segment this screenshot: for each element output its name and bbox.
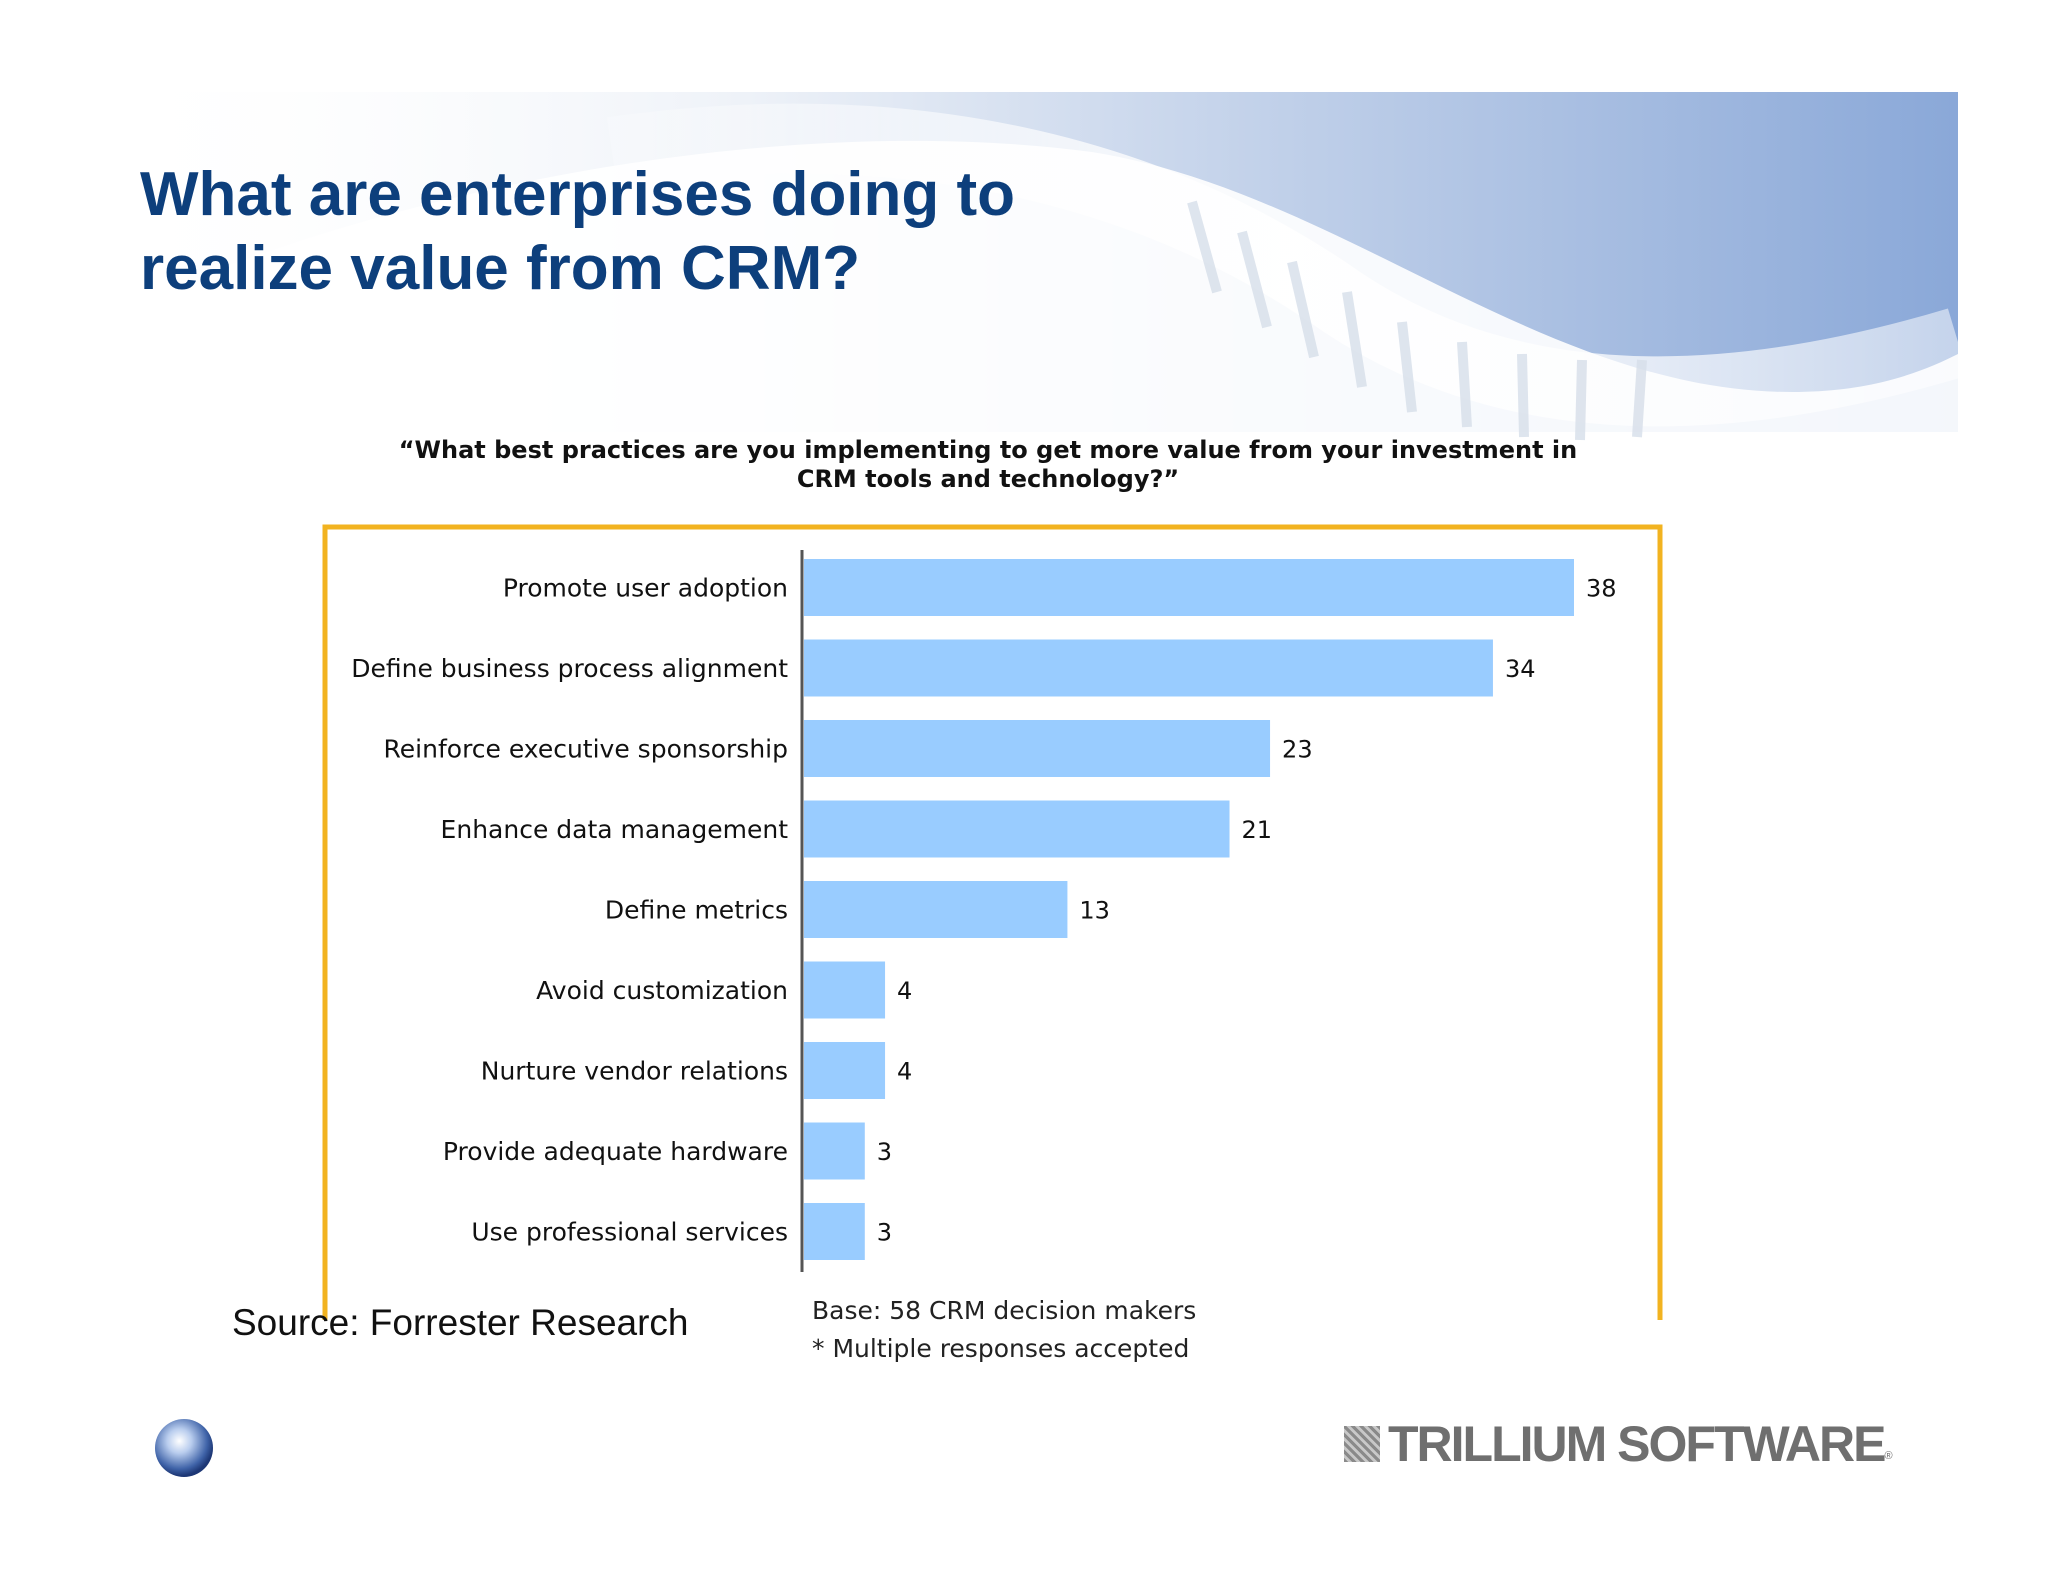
bar: [804, 800, 1230, 858]
value-label: 3: [877, 1138, 892, 1166]
category-label: Reinforce executive sponsorship: [384, 735, 788, 764]
value-label: 21: [1242, 816, 1273, 844]
highlight-box: [322, 524, 1663, 1320]
header-banner: [92, 92, 1958, 472]
category-label: Avoid customization: [536, 976, 788, 1005]
value-label: 34: [1505, 655, 1536, 683]
category-label: Provide adequate hardware: [443, 1137, 788, 1166]
category-label: Promote user adoption: [503, 574, 788, 603]
value-label: 3: [877, 1219, 892, 1247]
category-label: Nurture vendor relations: [481, 1057, 788, 1086]
bars-layer: Promote user adoption 38 Define business p…: [351, 559, 1617, 1260]
slide-title: What are enterprises doing to realize va…: [140, 158, 1140, 306]
value-label: 38: [1586, 575, 1617, 603]
bar: [804, 1203, 865, 1260]
trillium-software-logo: TRILLIUM SOFTWARE ®: [1344, 1416, 1893, 1472]
bar: [804, 881, 1068, 938]
value-label: 23: [1282, 736, 1313, 764]
chart-notes: Base: 58 CRM decision makers * Multiple …: [812, 1292, 1196, 1368]
bar: [804, 559, 1574, 616]
category-label: Enhance data management: [441, 815, 789, 844]
bar: [804, 720, 1271, 777]
logo-registered-mark: ®: [1884, 1450, 1893, 1462]
multiple-responses-note: * Multiple responses accepted: [812, 1334, 1190, 1363]
source-credit: Source: Forrester Research: [232, 1302, 689, 1343]
value-label: 4: [897, 1058, 912, 1086]
logo-mark-icon: [1344, 1426, 1380, 1462]
category-label: Define business process alignment: [351, 654, 788, 683]
bar: [804, 1122, 865, 1180]
chart-title-line-2: CRM tools and technology?”: [797, 465, 1179, 493]
bar: [804, 961, 886, 1019]
category-label: Use professional services: [471, 1218, 788, 1247]
bar-chart: “What best practices are you implementin…: [322, 436, 1663, 1320]
blue-orb-icon: [155, 1419, 213, 1477]
value-label: 4: [897, 977, 912, 1005]
logo-text: TRILLIUM SOFTWARE: [1388, 1416, 1886, 1472]
value-label: 13: [1079, 897, 1110, 925]
chart-title-line-1: “What best practices are you implementin…: [399, 436, 1577, 464]
base-note: Base: 58 CRM decision makers: [812, 1296, 1197, 1325]
category-label: Define metrics: [605, 896, 788, 925]
slide-title-line-1: What are enterprises doing to: [140, 160, 1016, 229]
bar: [804, 639, 1493, 697]
slide-title-line-2: realize value from CRM?: [140, 234, 861, 303]
bar: [804, 1042, 886, 1099]
